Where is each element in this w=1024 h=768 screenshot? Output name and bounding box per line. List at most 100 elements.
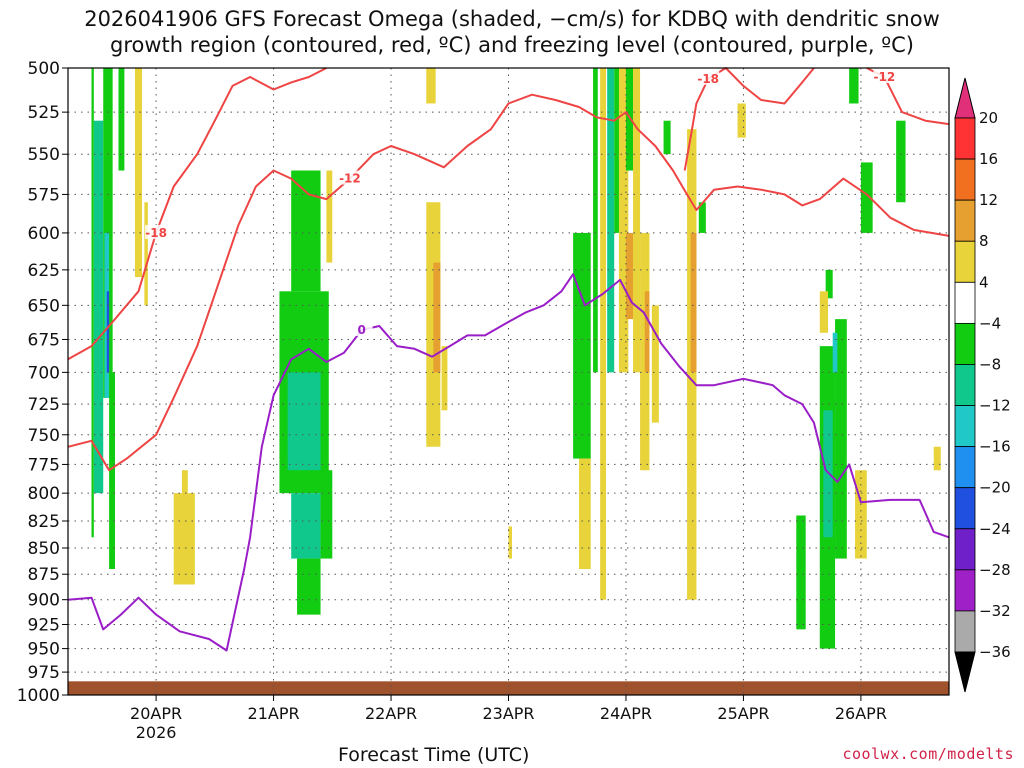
omega-cell [855,470,867,559]
omega-cell [835,319,847,559]
colorbar-bottom-arrow [954,651,976,693]
y-tick-label: 625 [28,261,60,281]
omega-cell [109,372,115,570]
colorbar-segment [954,610,976,653]
omega-cell [860,162,873,233]
omega-shading [91,68,941,649]
colorbar-label: −8 [979,355,1001,373]
omega-cell [173,493,195,585]
colorbar-segment [954,117,976,160]
omega-cell [593,68,598,373]
x-tick-label: 22APR [365,704,417,723]
dgz-contour-label-bg [338,170,361,185]
y-axis: 500 525 550 575 600 625 650 675 700 725 750 775 800 8… [17,59,68,706]
y-tick-label: 950 [28,640,60,660]
colorbar-segment [954,199,976,242]
y-tick-label: 700 [28,363,60,383]
colorbar-segment [954,487,976,530]
credit-link[interactable]: coolwx.com/modelts [842,745,1014,763]
y-tick-label: 925 [28,615,60,635]
omega-cell [106,291,110,373]
omega-cell [441,346,448,411]
omega-cell [181,470,188,516]
omega-cell [426,68,436,104]
y-tick-label: 850 [28,539,60,559]
dgz-contour-label-bg [697,70,720,85]
omega-cell [690,232,697,373]
omega-cell [737,103,746,138]
colorbar-segment [954,240,976,283]
x-tick-label: 23APR [482,704,534,723]
x-tick-label: 24APR [600,704,652,723]
omega-cell [573,232,591,459]
omega-cell [849,68,859,104]
colorbar-label: 12 [979,191,998,209]
omega-cell [144,202,148,306]
omega-cell [633,68,641,373]
chart-title-line-2: growth region (contoured, red, ºC) and f… [110,33,914,57]
y-tick-label: 975 [28,663,60,683]
y-tick-label: 775 [28,455,60,475]
dgz-contour-label: -18 [145,226,167,240]
omega-cell [91,68,94,538]
chart-title-line-1: 2026041906 GFS Forecast Omega (shaded, −… [84,7,940,31]
y-tick-label: 675 [28,330,60,350]
omega-cell [291,493,321,559]
omega-cell [607,68,615,373]
omega-cell [134,68,143,278]
dgz-contour-label: -18 [697,72,719,86]
omega-cell [291,170,321,292]
dgz-contour-label-bg [145,224,168,239]
omega-cell [93,120,104,494]
colorbar-top-arrow [954,77,976,119]
y-tick-label: 725 [28,395,60,415]
y-tick-label: 825 [28,512,60,532]
omega-cell [698,202,706,233]
omega-cell [578,458,591,570]
colorbar-segment [954,364,976,406]
colorbar-label: −24 [979,520,1011,538]
plot-grid [68,68,949,695]
x-tick-label: 25APR [717,704,769,723]
omega-cell [819,291,829,333]
omega-cell [297,558,321,615]
colorbar-label: −16 [979,438,1011,456]
y-tick-label: 650 [28,296,60,316]
dgz-contour-label: -12 [339,172,361,186]
omega-cell [644,291,650,373]
omega-cell [625,68,634,171]
y-tick-label: 750 [28,426,60,446]
freezing-level-contour-label-bg [350,322,373,337]
omega-cell [825,269,833,299]
colorbar-segment [954,158,976,201]
omega-cell [933,446,941,471]
y-tick-label: 600 [28,224,60,244]
omega-cell [625,232,634,320]
colorbar: 20 16 12 8 4 −4 −8 −12 −16 −20 −24 −28 −32 −36 [954,77,1011,693]
colorbar-label: 16 [979,150,998,168]
dgz-contour [67,67,327,361]
omega-cell [832,332,838,373]
x-tick-label: 20APR [130,704,182,723]
freezing-level-contour-label: 0 [357,323,365,337]
colorbar-label: −4 [979,314,1001,332]
colorbar-label: 20 [979,109,998,127]
y-tick-label: 1000 [17,686,60,706]
freezing-level-contour [67,273,950,652]
omega-cell [796,515,806,630]
colorbar-segment [954,281,976,324]
colorbar-label: 8 [979,232,989,250]
y-tick-label: 800 [28,484,60,504]
colorbar-label: −36 [979,643,1011,661]
omega-cell [287,372,321,471]
x-axis-label: Forecast Time (UTC) [338,744,530,766]
omega-cell [320,470,333,559]
colorbar-segment [954,446,976,489]
dgz-contour [683,67,815,171]
omega-cell [600,68,606,600]
omega-cell [618,68,629,373]
omega-cell [896,120,906,203]
y-tick-label: 875 [28,565,60,585]
